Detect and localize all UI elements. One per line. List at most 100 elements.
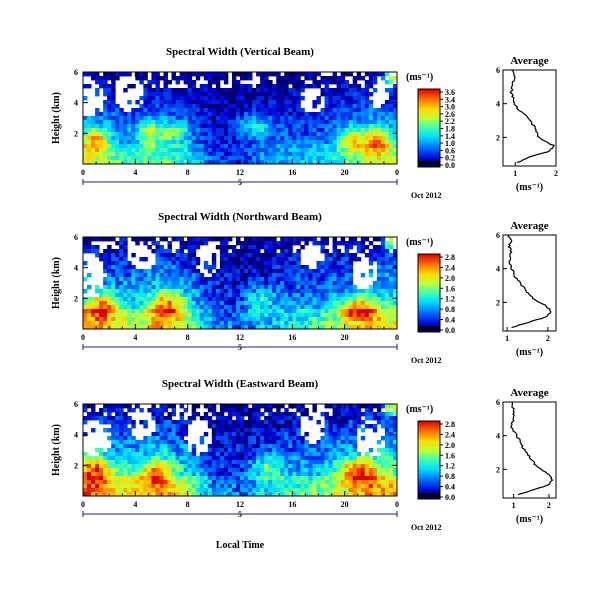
heatmap-cell [348,144,354,149]
heatmap-cell [143,104,148,109]
heatmap-cell [244,444,249,449]
heatmap-cell [392,321,398,326]
heatmap-cell [336,261,342,266]
heatmap-cell [151,249,156,254]
heatmap-cell [111,96,116,101]
heatmap-cell [123,273,128,278]
heatmap-cell [296,404,301,409]
heatmap-cell [179,452,185,457]
heatmap-cell [199,289,205,294]
heatmap-cell [151,297,156,302]
heatmap-cell [248,237,253,242]
heatmap-cell [103,309,108,314]
heatmap-cell [336,464,342,469]
heatmap-cell [199,488,205,493]
heatmap-cell [135,112,140,117]
heatmap-cell [131,253,136,258]
heatmap-cell [344,100,350,105]
heatmap-cell [284,269,289,274]
heatmap-cell [352,293,358,298]
heatmap-cell [272,132,277,137]
heatmap-cell [187,124,193,129]
heatmap-cell [151,436,156,441]
heatmap-cell [187,116,193,121]
heatmap-cell [248,408,253,413]
heatmap-cell [372,237,378,242]
heatmap-cell [211,112,217,117]
heatmap-cell [223,100,229,105]
heatmap-cell [320,293,325,298]
heatmap-cell [292,136,297,141]
heatmap-cell [171,480,176,485]
heatmap-cell [356,321,362,326]
heatmap-cell [83,116,88,121]
heatmap-cell [211,317,217,322]
heatmap-cell [268,416,273,421]
heatmap-cell [276,76,281,81]
colorbar-tick-label: 0.6 [445,146,455,155]
heatmap-cell [183,432,189,437]
heatmap-cell [316,148,321,153]
heatmap-cell [115,488,120,493]
heatmap-cell [272,436,277,441]
heatmap-cell [123,301,128,306]
heatmap-cell [143,116,148,121]
heatmap-cell [135,317,140,322]
heatmap-cell [328,273,333,278]
heatmap-cell [268,297,273,302]
heatmap-cell [384,432,390,437]
heatmap-cell [231,305,237,310]
heatmap-cell [115,404,120,409]
heatmap-cell [332,293,338,298]
heatmap-cell [207,144,213,149]
heatmap-cell [103,257,108,262]
heatmap-cell [308,281,313,286]
heatmap-cell [276,80,281,85]
heatmap-cell [127,152,132,157]
heatmap-cell [368,140,374,145]
heatmap-cell [340,144,346,149]
heatmap-cell [280,412,285,417]
heatmap-cell [304,76,309,81]
heatmap-cell [296,136,301,141]
heatmap-cell [159,245,164,250]
heatmap-cell [155,152,160,157]
heatmap-cell [139,289,144,294]
heatmap-cell [175,160,181,165]
heatmap-cell [99,313,104,318]
heatmap-cell [151,72,156,77]
heatmap-cell [320,108,325,113]
heatmap-cell [155,468,160,473]
heatmap-cell [348,452,354,457]
heatmap-cell [147,144,152,149]
heatmap-cell [292,92,297,97]
heatmap-cell [227,436,233,441]
heatmap-cell [171,404,176,409]
heatmap-cell [171,301,176,306]
heatmap-cell [296,281,301,286]
heatmap-cell [392,152,398,157]
heatmap-cell [296,416,301,421]
heatmap-cell [296,297,301,302]
heatmap-cell [348,321,354,326]
heatmap-cell [364,84,370,89]
heatmap-cell [348,424,354,429]
heatmap-cell [219,269,225,274]
heatmap-cell [135,404,140,409]
heatmap-cell [159,444,164,449]
heatmap-cell [231,448,237,453]
heatmap-cell [135,313,140,318]
heatmap-cell [240,120,245,125]
heatmap-cell [147,325,152,330]
heatmap-cell [163,144,168,149]
heatmap-cell [320,241,325,246]
heatmap-cell [356,128,362,133]
heatmap-cell [155,472,160,477]
heatmap-cell [280,309,285,314]
heatmap-cell [244,285,249,290]
heatmap-cell [388,448,394,453]
heatmap-cell [340,265,346,270]
heatmap-cell [199,116,205,121]
heatmap-cell [260,84,265,89]
heatmap-cell [292,321,297,326]
